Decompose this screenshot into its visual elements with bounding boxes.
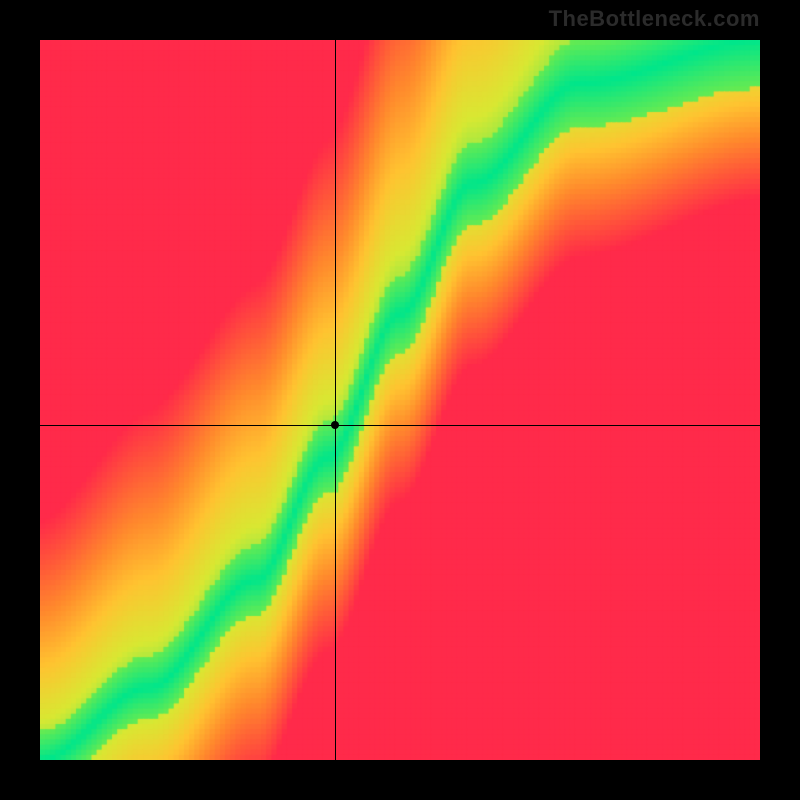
crosshair-vertical bbox=[335, 40, 336, 760]
plot-area bbox=[40, 40, 760, 760]
crosshair-marker bbox=[331, 421, 339, 429]
watermark-text: TheBottleneck.com bbox=[549, 6, 760, 32]
heatmap-canvas bbox=[40, 40, 760, 760]
chart-container: TheBottleneck.com bbox=[0, 0, 800, 800]
crosshair-horizontal bbox=[40, 425, 760, 426]
